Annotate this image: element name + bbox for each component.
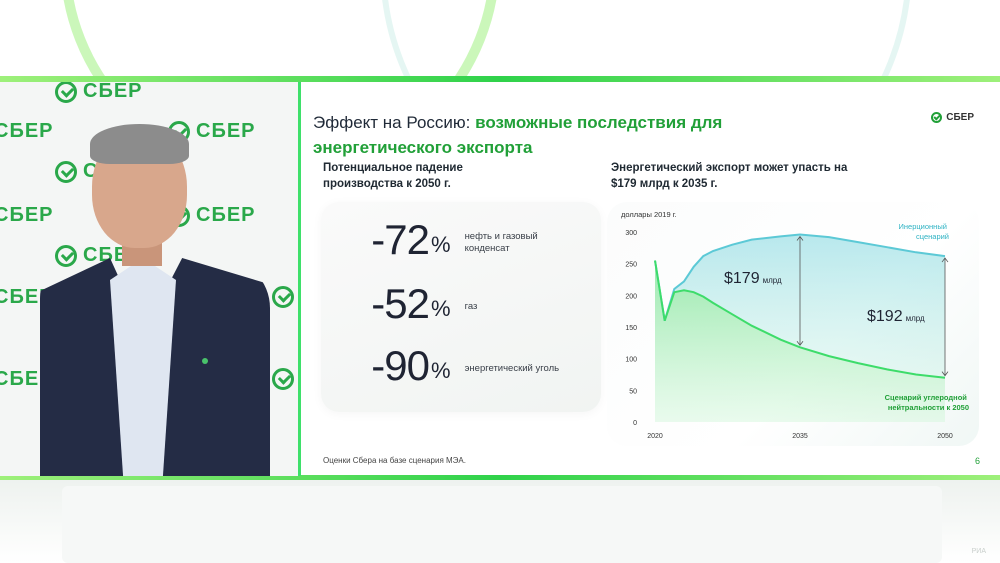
y-tick-label: 200: [625, 293, 637, 300]
wall-logo: СБЕР: [0, 368, 54, 390]
y-tick-label: 0: [633, 420, 637, 427]
shirt: [110, 258, 176, 476]
wall-logo: СБЕР: [0, 204, 54, 226]
y-tick-label: 100: [625, 357, 637, 364]
production-decline-card: -72% нефть и газовый конденсат -52% газ -9…: [321, 202, 601, 412]
wall-logo: СБЕР: [0, 286, 54, 308]
annotation-192: $192 млрд: [867, 308, 925, 325]
hair: [90, 124, 189, 164]
sber-logo-icon: [272, 286, 294, 308]
left-heading: Потенциальное падение производства к 205…: [323, 162, 463, 190]
stat-oil: -72% нефть и газовый конденсат: [371, 216, 538, 263]
gap-indicator-arrow: [941, 371, 949, 377]
presentation-slide: Эффект на Россию: возможные последствия …: [301, 82, 1000, 475]
stat-gas: -52% газ: [371, 280, 478, 327]
green-light-strip-top: [0, 76, 1000, 82]
sber-logo-icon: [55, 244, 77, 267]
wall-logo: СБЕР: [0, 120, 54, 142]
wall-logo: [272, 368, 294, 390]
wall-logo: [272, 286, 294, 308]
green-light-strip-bottom: [0, 474, 1000, 480]
sber-logo-icon: [272, 368, 294, 390]
watermark: РИА: [971, 548, 986, 555]
page-number: 6: [974, 456, 980, 466]
lower-series-label: Сценарий углеродной нейтральности к 2050: [885, 393, 969, 412]
slide-title: Эффект на Россию: возможные последствия …: [313, 113, 723, 157]
annotation-179: $179 млрд: [724, 270, 782, 287]
footnote: Оценки Сбера на базе сценария МЭА.: [323, 456, 466, 465]
slide-logo: СБЕР: [931, 112, 974, 123]
speaker-video-feed: СБЕР СБЕР СБЕР СБЕР СБЕР СБЕР СБЕР СБЕР …: [0, 82, 301, 476]
x-tick-label: 2020: [647, 433, 663, 440]
neutrality-scenario-area: [655, 260, 945, 422]
upper-series-label: Инерционный сценарий: [899, 222, 950, 241]
y-tick-label: 250: [625, 262, 637, 269]
sber-logo-icon: [55, 82, 77, 103]
x-tick-label: 2050: [937, 433, 953, 440]
gap-indicator-arrow: [796, 235, 804, 241]
x-tick-label: 2035: [792, 433, 808, 440]
sber-logo-icon: [931, 112, 943, 123]
gap-indicator-arrow: [796, 341, 804, 346]
speaker: [40, 124, 270, 476]
export-chart: доллары 2019 г. 300 250 200 150 100 50 0 2020 2…: [621, 210, 969, 440]
y-tick-label: 150: [625, 325, 637, 332]
y-tick-label: 50: [629, 388, 637, 395]
neutrality-scenario-line: [654, 260, 946, 379]
right-heading: Энергетический экспорт может упасть на $…: [611, 162, 848, 190]
y-tick-label: 300: [625, 230, 637, 237]
wall-logo: СБЕР: [55, 82, 143, 103]
stat-coal: -90% энергетический уголь: [371, 342, 560, 389]
gap-indicator-arrow: [941, 257, 949, 263]
y-axis-label: доллары 2019 г.: [621, 210, 677, 219]
desk-panel: [62, 486, 942, 563]
inertial-scenario-line: [654, 233, 946, 321]
sber-logo-icon: [55, 160, 77, 183]
lapel-pin: [202, 358, 208, 364]
